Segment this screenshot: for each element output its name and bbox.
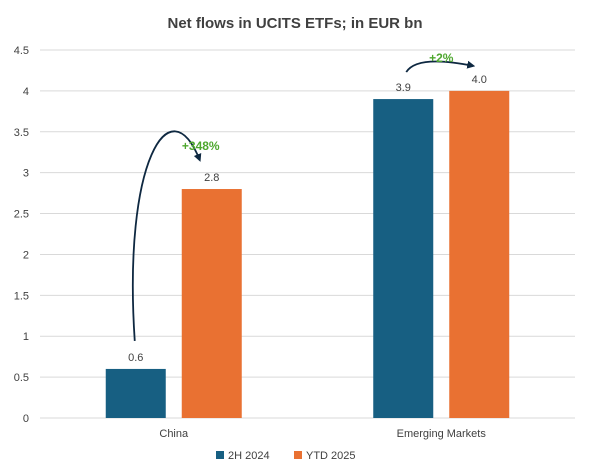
bar-china-2h-2024 xyxy=(105,368,166,418)
y-tick-label: 2.5 xyxy=(14,209,29,221)
legend: 2H 2024 YTD 2025 xyxy=(216,450,356,462)
legend-swatch xyxy=(216,451,224,459)
data-label: 3.9 xyxy=(396,82,411,94)
bars xyxy=(105,90,510,419)
bar-emerging-markets-2h-2024 xyxy=(373,99,434,419)
legend-label: YTD 2025 xyxy=(306,450,356,462)
growth-arrow xyxy=(131,130,202,341)
growth-annotation-label: +2% xyxy=(429,51,454,65)
data-labels: 0.6 2.8 3.9 4.0 xyxy=(128,74,487,364)
y-tick-label: 1.5 xyxy=(14,290,29,302)
y-tick-label: 2 xyxy=(23,249,29,261)
growth-arrow xyxy=(405,60,476,73)
y-tick-label: 0 xyxy=(23,413,29,425)
y-tick-label: 3 xyxy=(23,168,29,180)
y-tick-label: 4 xyxy=(23,86,29,98)
data-label: 2.8 xyxy=(204,172,219,184)
x-axis-category-labels: China Emerging Markets xyxy=(159,428,486,440)
growth-annotation-label: +348% xyxy=(182,139,220,153)
y-tick-label: 4.5 xyxy=(14,45,29,57)
data-label: 0.6 xyxy=(128,352,143,364)
y-tick-label: 3.5 xyxy=(14,127,29,139)
bar-china-ytd-2025 xyxy=(181,189,242,418)
chart-title: Net flows in UCITS ETFs; in EUR bn xyxy=(168,15,423,32)
legend-label: 2H 2024 xyxy=(228,450,270,462)
legend-swatch xyxy=(294,451,302,459)
data-label: 4.0 xyxy=(472,74,487,86)
y-tick-label: 0.5 xyxy=(14,372,29,384)
x-category-label: China xyxy=(159,428,189,440)
bar-emerging-markets-ytd-2025 xyxy=(449,90,510,418)
x-category-label: Emerging Markets xyxy=(397,428,487,440)
y-axis-tick-labels: 0 0.5 1 1.5 2 2.5 3 3.5 4 4.5 xyxy=(14,45,29,425)
growth-annotations: +348% +2% xyxy=(131,51,476,341)
y-tick-label: 1 xyxy=(23,331,29,343)
